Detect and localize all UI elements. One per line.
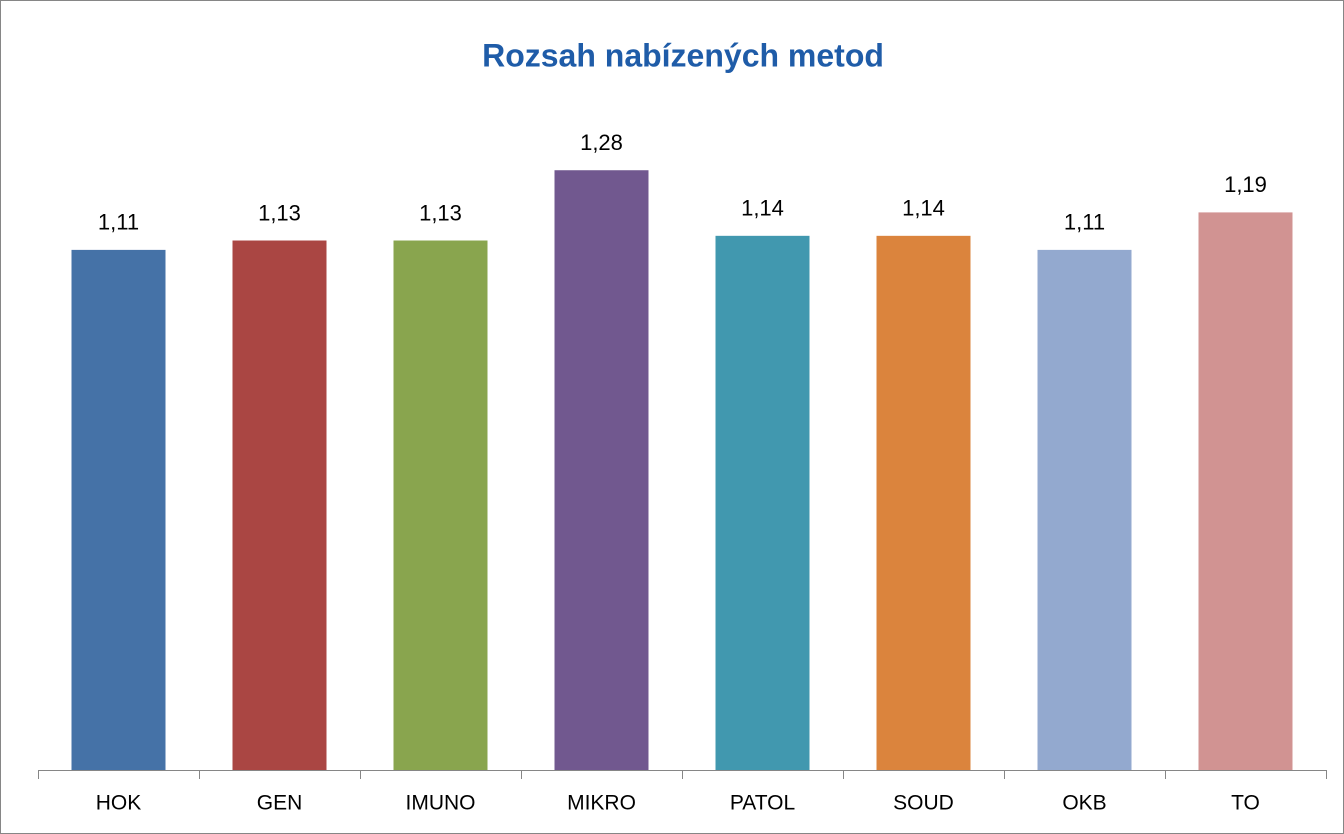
x-tick-label: IMUNO — [406, 792, 476, 815]
chart-title: Rozsah nabízených metod — [482, 37, 884, 73]
bar — [715, 235, 810, 771]
value-label: 1,28 — [580, 130, 623, 155]
value-label: 1,11 — [1064, 210, 1105, 235]
value-label: 1,19 — [1224, 172, 1267, 197]
x-tick-label: SOUD — [893, 792, 954, 815]
bar — [876, 235, 971, 771]
bar — [232, 240, 327, 770]
value-label: 1,13 — [419, 200, 462, 225]
bar — [554, 170, 649, 770]
bar — [71, 249, 166, 770]
value-label: 1,13 — [258, 200, 301, 225]
x-tick-label: PATOL — [730, 792, 795, 815]
value-label: 1,14 — [902, 196, 945, 221]
x-tick-label: GEN — [257, 792, 303, 815]
bar — [1037, 249, 1132, 770]
x-tick-label: MIKRO — [567, 792, 636, 815]
bar — [393, 240, 488, 770]
bar — [1198, 212, 1293, 770]
x-tick-label: HOK — [96, 792, 142, 815]
value-label: 1,11 — [98, 210, 139, 235]
x-tick-label: OKB — [1062, 792, 1106, 815]
x-tick-label: TO — [1231, 792, 1260, 815]
value-label: 1,14 — [741, 196, 784, 221]
